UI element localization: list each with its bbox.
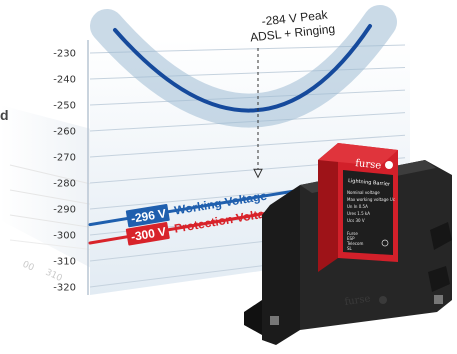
gridline <box>89 134 406 158</box>
peak-arrow-head <box>253 168 263 179</box>
voltage-curve <box>113 24 372 113</box>
y-tick-label: -270 <box>53 153 76 164</box>
ce-mark-icon <box>381 239 389 247</box>
device-spec-line: Nominal voltage <box>347 190 380 195</box>
peak-label: -284 V Peak <box>261 8 329 29</box>
surge-protector-device: furse Lightning Barrier Nominal voltage M… <box>244 143 452 345</box>
device-brand-bottom: furse <box>344 293 371 308</box>
y-tick-label: -230 <box>53 49 76 60</box>
device-spec-line: Un In 0.5A <box>347 204 368 209</box>
brand-logo-icon <box>379 296 387 304</box>
device-spec-line: Ucs 30 V <box>347 218 365 223</box>
y-tick-label: -290 <box>53 205 76 216</box>
y-tick-label: -250 <box>53 101 76 112</box>
protection-voltage-badge <box>125 222 170 246</box>
terminal-screw <box>434 295 443 304</box>
brand-logo-icon <box>385 161 393 169</box>
ghost-fragment: d <box>0 107 9 123</box>
y-tick-label: -240 <box>53 75 76 86</box>
y-tick-label: -280 <box>53 179 76 190</box>
device-label-line: SL <box>347 246 353 251</box>
device-spec-line: Max working voltage Uᴄ <box>347 197 395 202</box>
device-label-panel <box>343 170 393 255</box>
device-brand-top: furse <box>355 158 382 172</box>
ghost-tick-label: 00 <box>21 260 36 274</box>
y-tick-label: -260 <box>53 127 76 138</box>
device-product-name: Lightning Barrier <box>348 178 391 188</box>
background-ghost-grid: d 00 310 <box>0 105 96 284</box>
terminal-screw <box>270 316 279 325</box>
y-tick-labels: -230 -240 -250 -260 -270 -280 -290 -300 -310 -320 <box>53 49 76 294</box>
working-voltage-value: -296 V <box>130 206 167 226</box>
device-label-line: Telecom <box>346 241 363 246</box>
working-voltage-badge <box>125 203 170 228</box>
device-spec-line: Ures 1.5 kA <box>347 211 370 216</box>
y-tick-label: -320 <box>53 283 76 294</box>
device-label-line: ESP <box>347 236 355 241</box>
protection-voltage-value: -300 V <box>130 224 167 244</box>
device-label-line: Furse <box>347 231 358 236</box>
device-spec-lines: Nominal voltage Max working voltage Uᴄ Un … <box>347 190 395 223</box>
y-tick-label: -300 <box>53 231 76 242</box>
y-tick-label: -310 <box>53 257 76 268</box>
